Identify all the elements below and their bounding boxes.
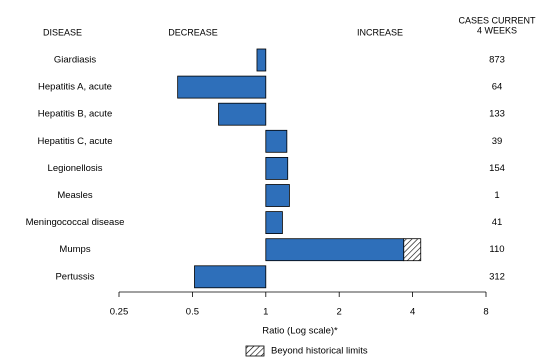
header-cases: CASES CURRENT [458,15,536,25]
x-tick-label: 0.25 [110,307,129,318]
legend-label: Beyond historical limits [271,346,368,357]
bar [194,265,267,289]
category-label: Legionellosis [48,163,103,174]
x-tick-label: 0.5 [186,307,199,318]
x-tick-label: 1 [263,307,268,318]
cases-value: 312 [489,271,505,282]
category-label: Meningococcal disease [26,217,125,228]
legend-swatch [245,345,265,357]
cases-value: 110 [489,244,504,255]
category-label: Giardiasis [54,55,96,66]
x-tick-label: 4 [410,307,415,318]
category-label: Mumps [59,244,90,255]
category-label: Hepatitis B, acute [38,109,112,120]
bar [256,48,267,72]
category-label: Measles [57,190,93,201]
cases-value: 39 [492,136,503,147]
cases-value: 41 [492,217,503,228]
category-label: Hepatitis A, acute [38,82,112,93]
header-disease: DISEASE [43,27,82,37]
cases-value: 1 [494,190,499,201]
x-tick-label: 8 [483,307,488,318]
beyond-limit [403,238,422,262]
header-decrease: DECREASE [168,27,218,37]
bar [177,75,267,99]
bar [265,184,290,207]
header-increase: INCREASE [357,27,403,37]
category-label: Hepatitis C, acute [38,136,113,147]
bar [265,156,289,180]
bar [265,129,288,153]
cases-value: 64 [492,82,503,93]
header-cases: 4 WEEKS [477,25,517,35]
bar [265,238,405,262]
bar [218,102,267,126]
cases-value: 154 [489,163,505,174]
cases-value: 133 [489,109,505,120]
bar [265,211,283,235]
x-tick-label: 2 [337,307,342,318]
x-axis-label: Ratio (Log scale)* [262,326,338,337]
category-label: Pertussis [55,271,94,282]
cases-value: 873 [489,55,505,66]
